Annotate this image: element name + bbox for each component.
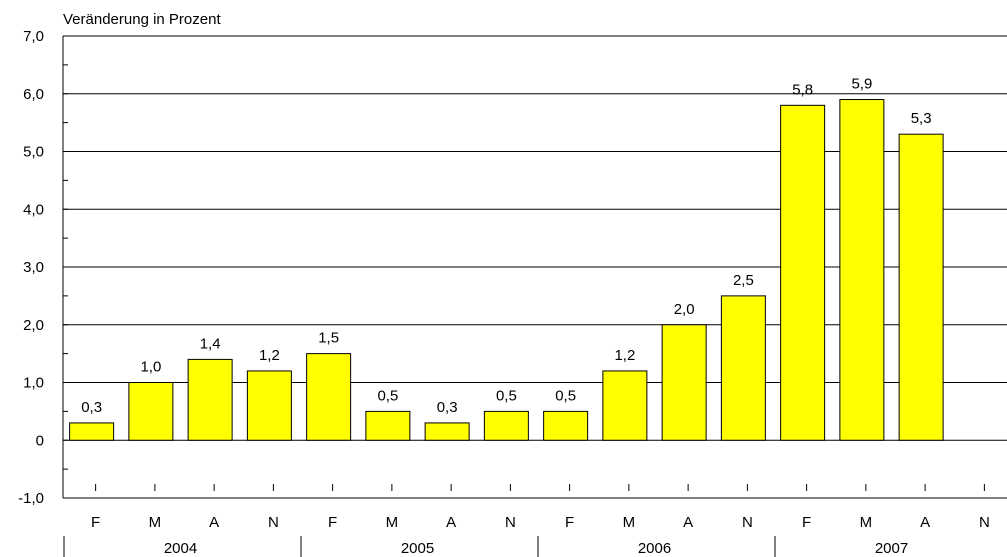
y-tick-label: 1,0 xyxy=(23,375,44,392)
bar xyxy=(365,410,411,441)
y-tick-label: -1,0 xyxy=(18,490,44,507)
y-tick-label: 2,0 xyxy=(23,317,44,334)
y-tick-label: 3,0 xyxy=(23,259,44,276)
y-tick-label: 5,0 xyxy=(23,144,44,161)
x-category-label: N xyxy=(505,514,516,531)
y-axis-label: Veränderung in Prozent xyxy=(63,11,221,28)
bar-value-label: 0,5 xyxy=(496,387,517,404)
bar-value-label: 5,9 xyxy=(851,76,872,93)
x-category-label: N xyxy=(268,514,279,531)
bar xyxy=(187,358,233,441)
bar-value-label: 0,3 xyxy=(437,399,458,416)
bar-value-label: 1,5 xyxy=(318,330,339,347)
bar-value-label: 1,0 xyxy=(140,359,161,376)
x-category-label: M xyxy=(623,514,636,531)
x-category-label: A xyxy=(446,514,456,531)
year-group-labels: 2004 2005 2006 2007 xyxy=(164,540,908,557)
y-tick-label: 4,0 xyxy=(23,201,44,218)
y-tick-label: 0 xyxy=(36,432,44,449)
x-category-label: A xyxy=(209,514,219,531)
bar xyxy=(780,104,826,441)
x-category-label: F xyxy=(91,514,100,531)
x-category-label: A xyxy=(920,514,930,531)
year-group-label: 2005 xyxy=(401,540,434,557)
axes xyxy=(62,35,1007,557)
bar-value-label: 2,0 xyxy=(674,301,695,318)
bar xyxy=(543,410,589,441)
bar-value-label: 5,8 xyxy=(792,81,813,98)
y-tick-label: 7,0 xyxy=(23,28,44,45)
bar xyxy=(661,324,707,441)
bar-value-label: 1,4 xyxy=(200,335,221,352)
bar xyxy=(602,370,648,441)
y-tick-label: 6,0 xyxy=(23,86,44,103)
bar xyxy=(424,422,470,441)
bar xyxy=(128,382,174,441)
bar-value-label: 0,5 xyxy=(555,387,576,404)
bar-value-labels: 0,3 1,0 1,4 1,2 1,5 0,5 0,3 0,5 0,5 1,2 2,0 2,5 5,8 5… xyxy=(81,76,931,416)
bar-value-label: 0,3 xyxy=(81,399,102,416)
bars xyxy=(69,99,944,441)
x-category-label: F xyxy=(802,514,811,531)
x-category-label: F xyxy=(328,514,337,531)
bar xyxy=(720,295,766,441)
bar xyxy=(69,422,115,441)
year-group-label: 2007 xyxy=(875,540,908,557)
bar-value-label: 5,3 xyxy=(911,110,932,127)
year-group-label: 2004 xyxy=(164,540,197,557)
bar xyxy=(898,133,944,441)
bar-value-label: 1,2 xyxy=(614,347,635,364)
x-category-label: M xyxy=(860,514,873,531)
x-category-label: A xyxy=(683,514,693,531)
bar xyxy=(483,410,529,441)
x-category-label: F xyxy=(565,514,574,531)
x-category-label: M xyxy=(149,514,162,531)
bar-value-label: 1,2 xyxy=(259,347,280,364)
bar xyxy=(306,353,352,441)
bar-value-label: 2,5 xyxy=(733,272,754,289)
y-tick-labels: -1,0 0 1,0 2,0 3,0 4,0 5,0 6,0 7,0 xyxy=(18,28,44,507)
x-category-label: N xyxy=(979,514,990,531)
bar-value-label: 0,5 xyxy=(377,387,398,404)
bar xyxy=(246,370,292,441)
x-category-label: M xyxy=(386,514,399,531)
x-category-label: N xyxy=(742,514,753,531)
year-group-label: 2006 xyxy=(638,540,671,557)
bar xyxy=(839,99,885,441)
